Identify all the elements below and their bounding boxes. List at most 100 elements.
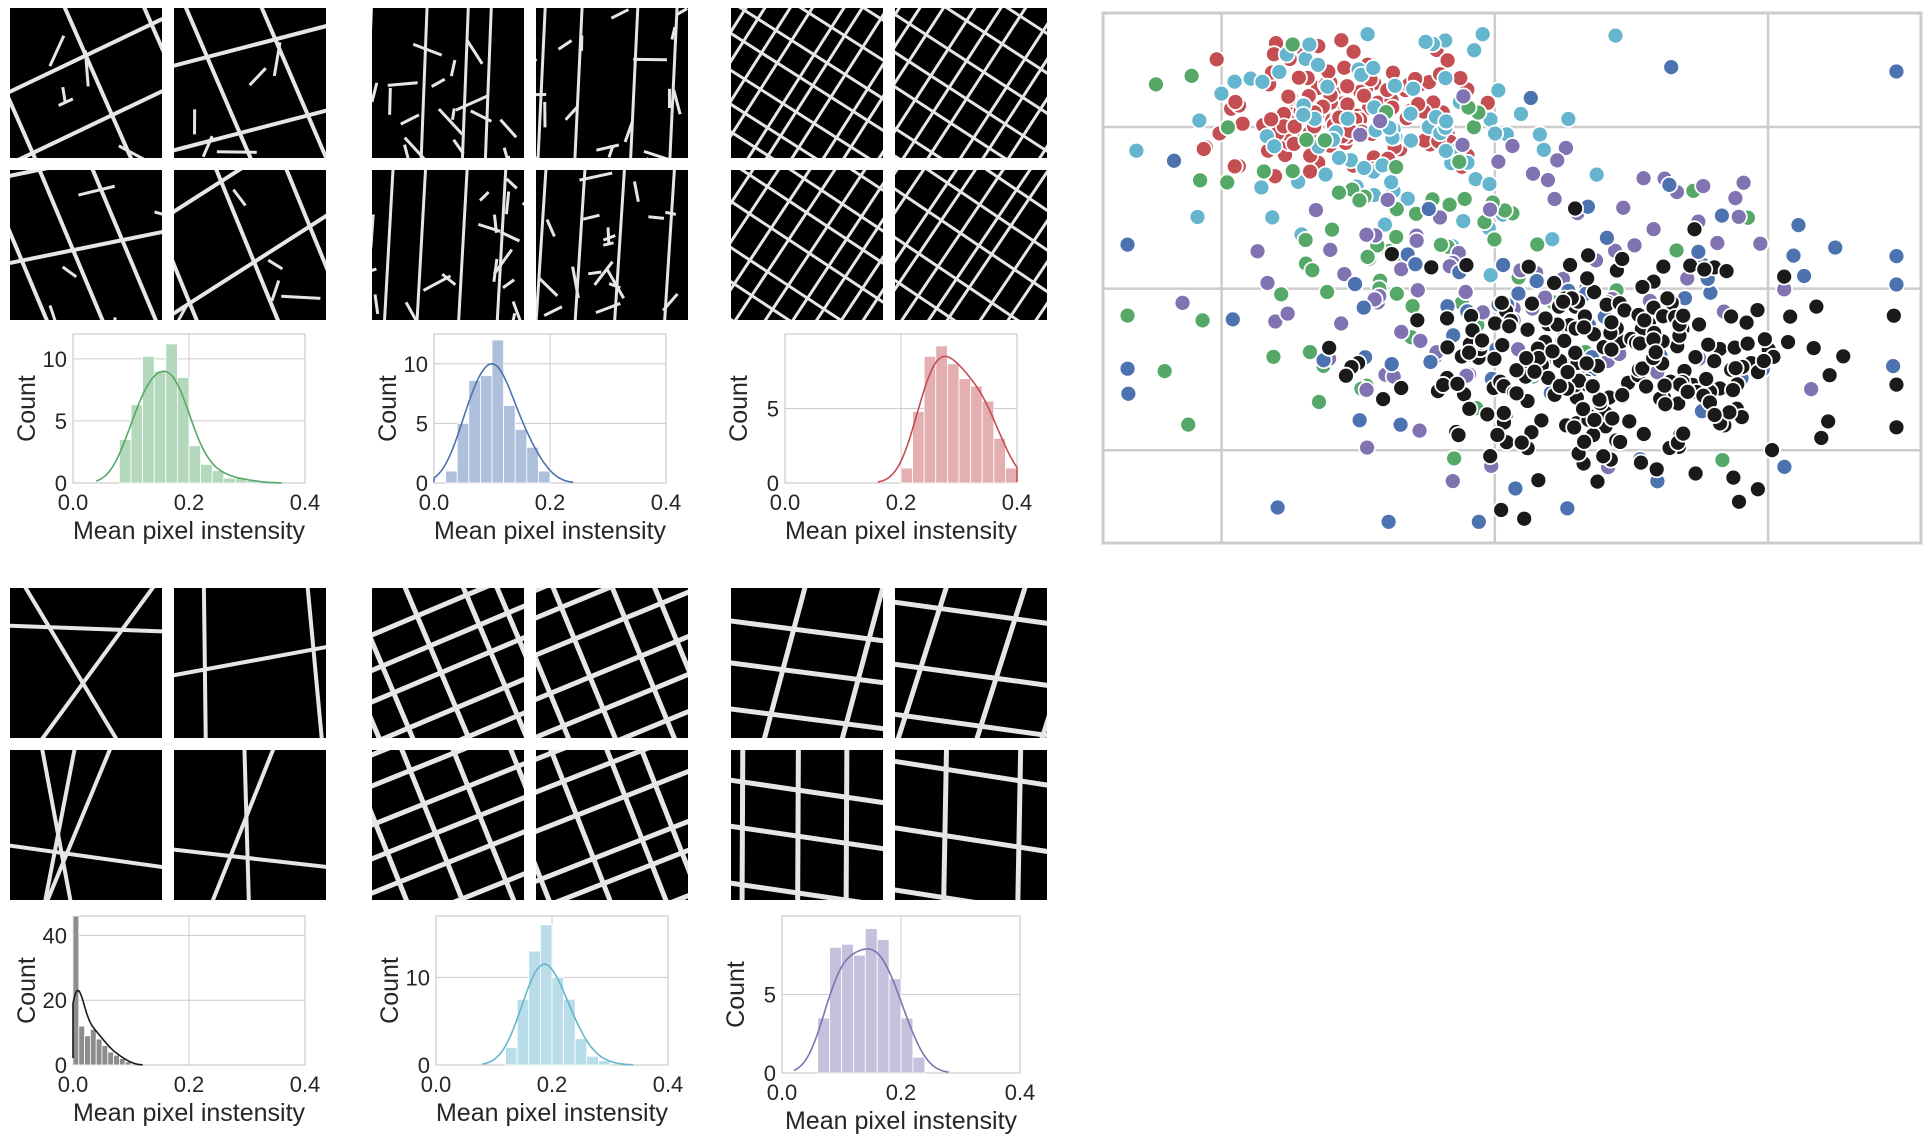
- y-tick-label: 5: [55, 409, 67, 434]
- scatter-point-cyan: [1473, 25, 1492, 44]
- scatter-point-red: [1194, 140, 1213, 158]
- road-segment: [372, 829, 524, 896]
- histogram-bar: [935, 345, 948, 484]
- scatter-point-blue: [1506, 479, 1525, 498]
- x-axis-label: Mean pixel instensity: [73, 1099, 306, 1127]
- road-segment: [43, 750, 77, 900]
- road-segment: [373, 294, 380, 315]
- x-tick-label: 0.0: [421, 1072, 452, 1097]
- road-segment: [643, 149, 670, 158]
- scatter-point-black: [1819, 412, 1838, 431]
- scatter-point-green: [1297, 130, 1316, 149]
- road-segment: [1006, 96, 1047, 158]
- scatter-point-cyan: [1265, 137, 1284, 156]
- road-network: [10, 750, 162, 900]
- scatter-point-black: [1635, 311, 1654, 330]
- scatter-point-green: [1264, 347, 1283, 366]
- road-segment: [595, 302, 621, 315]
- histogram-bar: [142, 355, 155, 484]
- scatter-point-blue: [1223, 310, 1242, 329]
- scatter-point-red: [1344, 42, 1363, 61]
- road-segment: [731, 31, 883, 133]
- scatter-point-purple: [1378, 190, 1397, 209]
- scatter-point-purple: [1278, 304, 1297, 323]
- scatter-point-purple: [1173, 293, 1192, 312]
- scatter-point-black: [1724, 468, 1743, 487]
- scatter-point-purple: [1489, 152, 1508, 171]
- road-segment: [10, 96, 38, 158]
- histogram-bottom-right: 0.0 0.2 0.4 0 5 Mean pixel instensity Count: [722, 915, 1035, 1135]
- road-segment: [692, 0, 726, 511]
- scatter-point-purple: [1644, 220, 1663, 238]
- y-tick-label: 0: [416, 471, 428, 496]
- histogram-bar: [101, 1045, 109, 1066]
- road-segment: [1062, 567, 1072, 1087]
- road-segment: [573, 8, 584, 158]
- x-axis-label: Mean pixel instensity: [785, 517, 1018, 545]
- road-segment: [403, 136, 426, 158]
- scatter-point-black: [1634, 425, 1653, 443]
- road-segment: [499, 230, 521, 243]
- road-segment: [738, 8, 883, 101]
- scatter-point-green: [1301, 343, 1319, 361]
- road-segment: [174, 213, 326, 316]
- road-segment: [437, 107, 464, 136]
- tile-group-verydense: [731, 8, 1047, 320]
- scatter-point-cyan: [1252, 178, 1271, 197]
- road-segment: [242, 750, 251, 900]
- kde-line: [433, 362, 574, 484]
- scatter-point-green: [1193, 311, 1212, 330]
- road-segment: [761, 588, 808, 738]
- scatter-point-purple: [1266, 312, 1285, 331]
- scatter-point-black: [1488, 426, 1507, 444]
- scatter-point-cyan: [1454, 212, 1473, 230]
- road-segment: [1185, 569, 1195, 1089]
- histogram-bar: [538, 470, 551, 484]
- scatter-point-black: [1438, 338, 1457, 357]
- road-network: [895, 567, 1195, 1089]
- scatter-point-cyan: [1530, 125, 1549, 144]
- scatter-point-purple: [1454, 87, 1473, 106]
- road-segment: [1006, 259, 1047, 320]
- scatter-point-blue: [1119, 384, 1138, 403]
- scatter-point-black: [1578, 269, 1597, 288]
- road-segment: [668, 8, 679, 158]
- road-segment: [895, 825, 1047, 854]
- scatter-point-blue: [1268, 498, 1287, 517]
- scatter-point-cyan: [1263, 208, 1282, 227]
- scatter-point-black: [1674, 306, 1693, 325]
- scatter-point-black: [1655, 376, 1674, 395]
- scatter-point-black: [1887, 418, 1906, 437]
- scatter-point-black: [1678, 383, 1697, 401]
- scatter-point-cyan: [1253, 72, 1272, 91]
- road-segment: [764, 8, 864, 158]
- road-segment: [629, 8, 640, 158]
- road-segment: [661, 292, 679, 312]
- kde-line: [793, 948, 949, 1073]
- road-segment: [763, 170, 867, 320]
- scatter-point-cyan: [1404, 79, 1423, 98]
- road-tile: [536, 170, 688, 320]
- road-segment: [895, 126, 944, 158]
- scatter-point-black: [1473, 331, 1491, 350]
- histogram-bar: [503, 405, 516, 484]
- scatter-point-black: [1737, 313, 1756, 332]
- y-axis-label: Count: [376, 957, 404, 1024]
- scatter-point-green: [1485, 230, 1504, 249]
- scatter-point-black: [1448, 374, 1467, 393]
- scatter-point-cyan: [1188, 208, 1207, 226]
- scatter-point-black: [1543, 342, 1562, 361]
- scatter-point-black: [1558, 363, 1577, 381]
- histogram-top-middle: 0.0 0.2 0.4 0 5 10 Mean pixel instensity Count: [374, 333, 681, 545]
- road-tile: [372, 8, 524, 158]
- road-segment: [739, 750, 746, 900]
- scatter-point-green: [1318, 283, 1337, 301]
- road-segment: [214, 170, 280, 320]
- scatter-point-black: [1658, 289, 1677, 308]
- road-segment: [452, 138, 465, 155]
- road-segment: [383, 170, 395, 320]
- road-segment: [37, 170, 105, 320]
- road-segment: [430, 77, 446, 88]
- scatter-point-black: [1633, 359, 1652, 378]
- road-segment: [83, 50, 90, 87]
